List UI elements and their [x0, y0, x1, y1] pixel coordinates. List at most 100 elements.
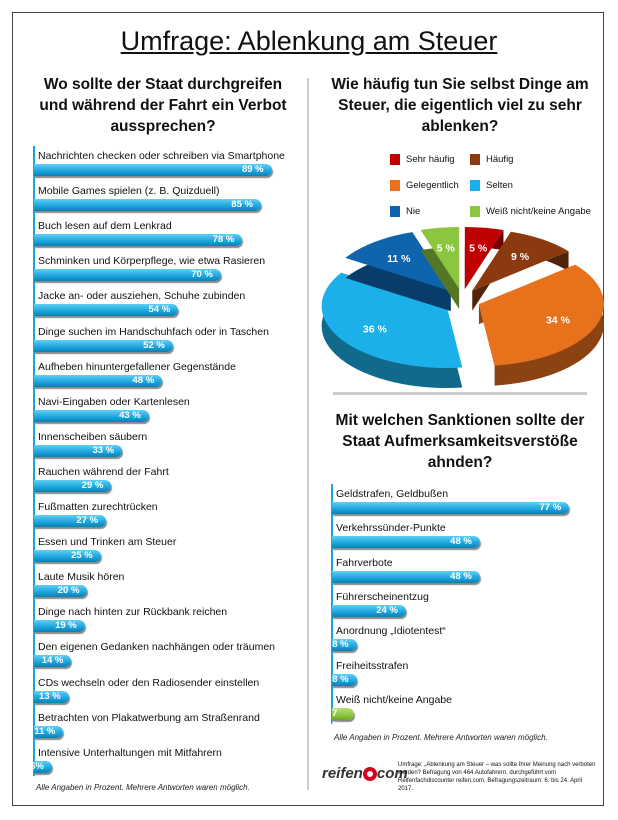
bar-label: Verkehrssünder-Punkte — [336, 522, 446, 535]
bar-value: 25 % — [71, 550, 93, 562]
bar-label: Fahrverbote — [336, 556, 393, 569]
bar: 6% — [30, 760, 52, 773]
right-axis — [331, 484, 333, 724]
bar-label: Intensive Unterhaltungen mit Mitfahrern — [38, 746, 222, 759]
bar: 27 % — [34, 515, 107, 527]
bar-label: Schminken und Körperpflege, wie etwa Ras… — [38, 255, 266, 268]
pie-slice — [345, 232, 451, 292]
bar-label: Laute Musik hören — [38, 571, 125, 584]
bar-label: Rauchen während der Fahrt — [38, 465, 169, 478]
legend-swatch — [390, 206, 400, 217]
left-note: Alle Angaben in Prozent. Mehrere Antwort… — [36, 783, 250, 792]
bar-value: 77 % — [539, 502, 562, 513]
bar: 33 % — [34, 444, 123, 457]
bar: 29 % — [34, 479, 112, 492]
pie-slice — [472, 231, 569, 291]
bar: 52 % — [34, 339, 173, 352]
bar: 24 % — [332, 604, 406, 617]
pie-label: 34 % — [546, 315, 571, 327]
footer-text: Umfrage: „Ablenkung am Steuer – was soll… — [398, 762, 596, 792]
legend-swatch — [470, 180, 480, 191]
legend-label: Nie — [406, 206, 421, 218]
bar: 7 % — [332, 707, 354, 731]
pie-label: 5 % — [469, 242, 488, 254]
legend-swatch — [390, 154, 400, 165]
vertical-divider — [307, 78, 309, 790]
bar-value: 27 % — [76, 515, 99, 526]
bar: 19 % — [34, 620, 85, 633]
bar-value: 48 % — [450, 570, 472, 582]
bar-value: 11 % — [34, 725, 56, 737]
bar-value: 54 % — [148, 304, 171, 316]
bar: 43 % — [34, 409, 149, 422]
bar: 13 % — [34, 690, 69, 703]
bar-value: 48 % — [132, 374, 155, 386]
bar-label: Dinge nach hinten zur Rückbank reichen — [38, 606, 228, 619]
bar-value: 43 % — [119, 409, 141, 421]
bar-label: Mobile Games spielen (z. B. Quizduell) — [38, 185, 220, 198]
bar-value: 85 % — [231, 199, 253, 211]
pie-question: Wie häufig tun Sie selbst Dinge am Steue… — [331, 76, 589, 135]
bar: 85 % — [34, 199, 261, 212]
bar-label: Betrachten von Plakatwerbung am Straßenr… — [38, 711, 260, 724]
legend-label: Häufig — [486, 154, 514, 166]
legend-item: Sehr häufig — [390, 154, 455, 165]
bar-label: Dinge suchen im Handschuhfach oder in Ta… — [38, 325, 269, 338]
bar: 11 % — [34, 725, 64, 738]
bar-label: Freiheitsstrafen — [336, 659, 409, 672]
legend-swatch — [470, 206, 480, 217]
pie-label: 36 % — [363, 324, 388, 336]
right-note: Alle Angaben in Prozent. Mehrere Antwort… — [334, 733, 548, 742]
frame — [12, 12, 604, 806]
horizontal-divider — [333, 392, 587, 395]
bar-value: 7 % — [332, 707, 341, 731]
bar: 48 % — [332, 536, 480, 549]
bar-label: Aufheben hinuntergefallener Gegenstände — [38, 360, 236, 373]
legend-label: Weiß nicht/keine Angabe — [486, 206, 591, 218]
bar-label: Navi-Eingaben oder Kartenlesen — [38, 395, 190, 408]
legend-label: Selten — [486, 180, 513, 192]
bar-label: Fußmatten zurechtrücken — [38, 501, 158, 513]
bar-label: Führerscheinentzug — [336, 590, 429, 603]
legend-item: Nie — [390, 206, 420, 217]
bar: 54 % — [34, 304, 179, 317]
legend-label: Sehr häufig — [406, 154, 455, 166]
legend-item: Selten — [470, 180, 513, 191]
pie-label: 11 % — [387, 253, 411, 265]
bar-label: Buch lesen auf dem Lenkrad — [38, 220, 172, 233]
legend-label: Gelegentlich — [406, 180, 459, 192]
bar-label: Essen und Trinken am Steuer — [38, 536, 177, 549]
bar: 20 % — [34, 585, 88, 598]
bar: 77 % — [332, 502, 570, 514]
bar: 78 % — [34, 234, 243, 247]
bar-value: 14 % — [41, 655, 64, 667]
bar-label: Den eigenen Gedanken nachhängen oder trä… — [38, 641, 276, 654]
pie-label: 9 % — [511, 251, 530, 263]
bar-value: 19 % — [55, 620, 77, 632]
bar-value: 78 % — [212, 234, 235, 246]
sanctions-question: Mit welchen Sanktionen sollte der Staat … — [335, 412, 585, 471]
bar: 8 % — [332, 673, 357, 686]
bar-label: Geldstrafen, Geldbußen — [336, 488, 449, 500]
bar: 48 % — [34, 374, 163, 387]
bar: 8 % — [332, 639, 357, 652]
bar-value: 20 % — [57, 585, 80, 597]
bar-label: Weiß nicht/keine Angabe — [336, 693, 452, 706]
pie-slice — [478, 264, 604, 366]
reifen-logo: reifen com — [322, 765, 408, 782]
pie-label: 5 % — [437, 242, 456, 254]
bar-value: 29 % — [81, 479, 104, 491]
bar-label: CDs wechseln oder den Radiosender einste… — [38, 676, 260, 689]
page-title: Umfrage: Ablenkung am Steuer — [120, 26, 498, 56]
bar-value: 52 % — [143, 339, 165, 351]
bar-value: 13 % — [39, 690, 61, 702]
legend-swatch — [470, 154, 480, 165]
bar-value: 33 % — [92, 444, 115, 456]
bar-label: Nachrichten checken oder schreiben via S… — [38, 150, 285, 162]
bar-value: 8 % — [332, 639, 349, 651]
bar-label: Innenscheiben säubern — [38, 430, 148, 443]
bar-value: 24 % — [376, 604, 398, 616]
bar: 25 % — [34, 550, 101, 563]
bar: 70 % — [34, 269, 221, 282]
